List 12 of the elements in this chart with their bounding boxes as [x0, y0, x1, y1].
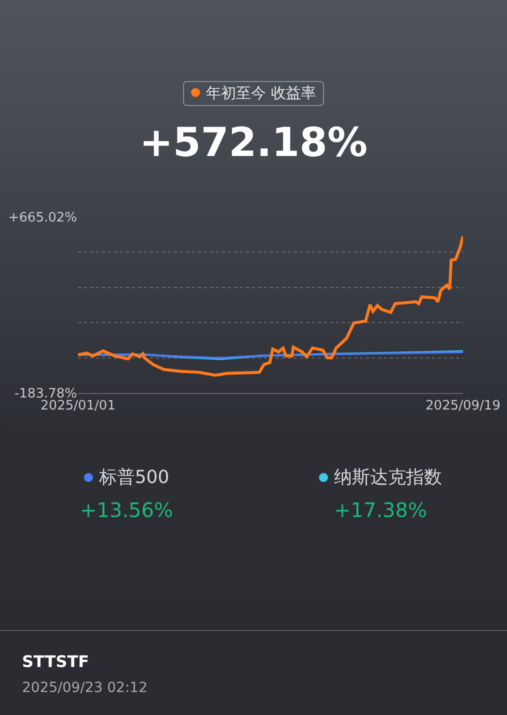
- legend-label: 纳斯达克指数: [334, 467, 442, 488]
- x-tick-label: 2025/01/01: [40, 398, 116, 414]
- text: +13.56%: [78, 498, 174, 522]
- line-series: [78, 234, 463, 377]
- legend-label: 标普500: [98, 467, 170, 488]
- text: 2025/09/23 02:12: [22, 680, 148, 696]
- text: +572.18%: [138, 120, 368, 166]
- text: STTSTF: [22, 652, 90, 671]
- text: +17.38%: [332, 498, 428, 522]
- legend-label: 年初至今 收益率: [206, 84, 316, 102]
- y-tick-label: +665.02%: [8, 210, 77, 226]
- x-tick-label: 2025/09/19: [426, 398, 500, 414]
